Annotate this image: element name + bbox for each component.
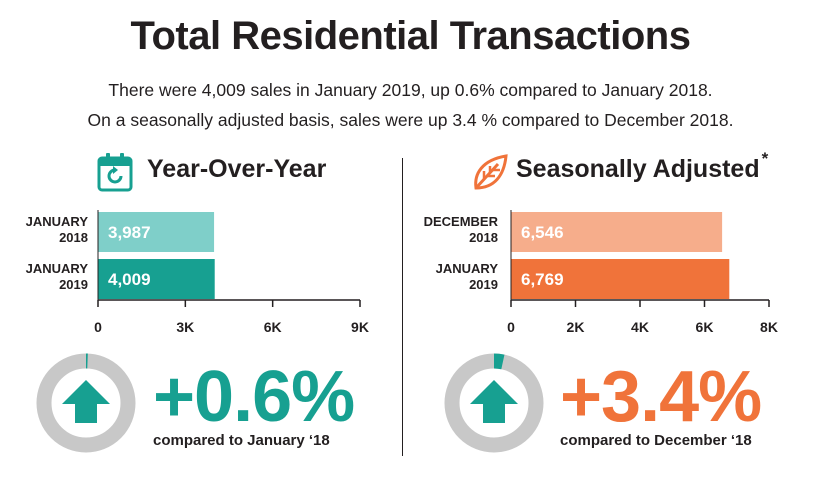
sa-heading: Seasonally Adjusted * (516, 149, 768, 184)
page-title: Total Residential Transactions (130, 14, 691, 58)
sa-compare-label: compared to December ‘18 (560, 432, 752, 449)
yoy-compare-label: compared to January ‘18 (153, 432, 330, 449)
sa-percent: +3.4% (560, 357, 762, 437)
sa-bar-0 (511, 212, 723, 252)
sa-donut-fill (444, 353, 544, 453)
sa-category-label-1-0: JANUARY (436, 261, 499, 276)
yoy-donut-fill (36, 353, 136, 453)
yoy-tick-label-0: 0 (94, 319, 102, 335)
yoy-heading: Year-Over-Year (147, 155, 327, 183)
yoy-donut (36, 353, 136, 453)
subtitle-line-2: On a seasonally adjusted basis, sales we… (87, 110, 734, 130)
sa-tick-label-1: 2K (567, 319, 585, 335)
sa-heading-text: Seasonally Adjusted (516, 155, 760, 183)
sa-category-label-0-0: DECEMBER (424, 214, 499, 229)
sa-up-arrow-icon (470, 380, 518, 423)
sa-bar-value-label-1: 6,769 (521, 270, 564, 289)
yoy-bar-0 (98, 212, 215, 252)
yoy-tick-label-2: 6K (264, 319, 282, 335)
yoy-tick-label-3: 9K (351, 319, 369, 335)
sa-tick-label-2: 4K (631, 319, 649, 335)
yoy-category-label-1-1: 2019 (59, 277, 88, 292)
calendar-refresh-icon (97, 153, 133, 192)
sa-bar-value-label-0: 6,546 (521, 223, 564, 242)
sa-category-label-0-1: 2018 (469, 230, 498, 245)
sa-category-label-1-1: 2019 (469, 277, 498, 292)
yoy-percent: +0.6% (153, 357, 355, 437)
panel-divider (402, 158, 403, 456)
subtitle-line-1: There were 4,009 sales in January 2019, … (108, 80, 713, 100)
sa-tick-label-4: 8K (760, 319, 778, 335)
yoy-bar-value-label-1: 4,009 (108, 270, 151, 289)
yoy-category-label-0-0: JANUARY (26, 214, 89, 229)
yoy-category-label-0-1: 2018 (59, 230, 88, 245)
sa-bar-1 (511, 259, 730, 299)
sa-tick-label-0: 0 (507, 319, 515, 335)
yoy-category-label-1-0: JANUARY (26, 261, 89, 276)
yoy-up-arrow-icon (62, 380, 110, 423)
yoy-bar-1 (98, 259, 215, 299)
sa-heading-asterisk: * (761, 149, 769, 168)
sa-tick-label-3: 6K (696, 319, 714, 335)
yoy-bar-value-label-0: 3,987 (108, 223, 151, 242)
sa-donut (444, 353, 544, 453)
yoy-tick-label-1: 3K (176, 319, 194, 335)
leaf-icon (474, 154, 508, 190)
